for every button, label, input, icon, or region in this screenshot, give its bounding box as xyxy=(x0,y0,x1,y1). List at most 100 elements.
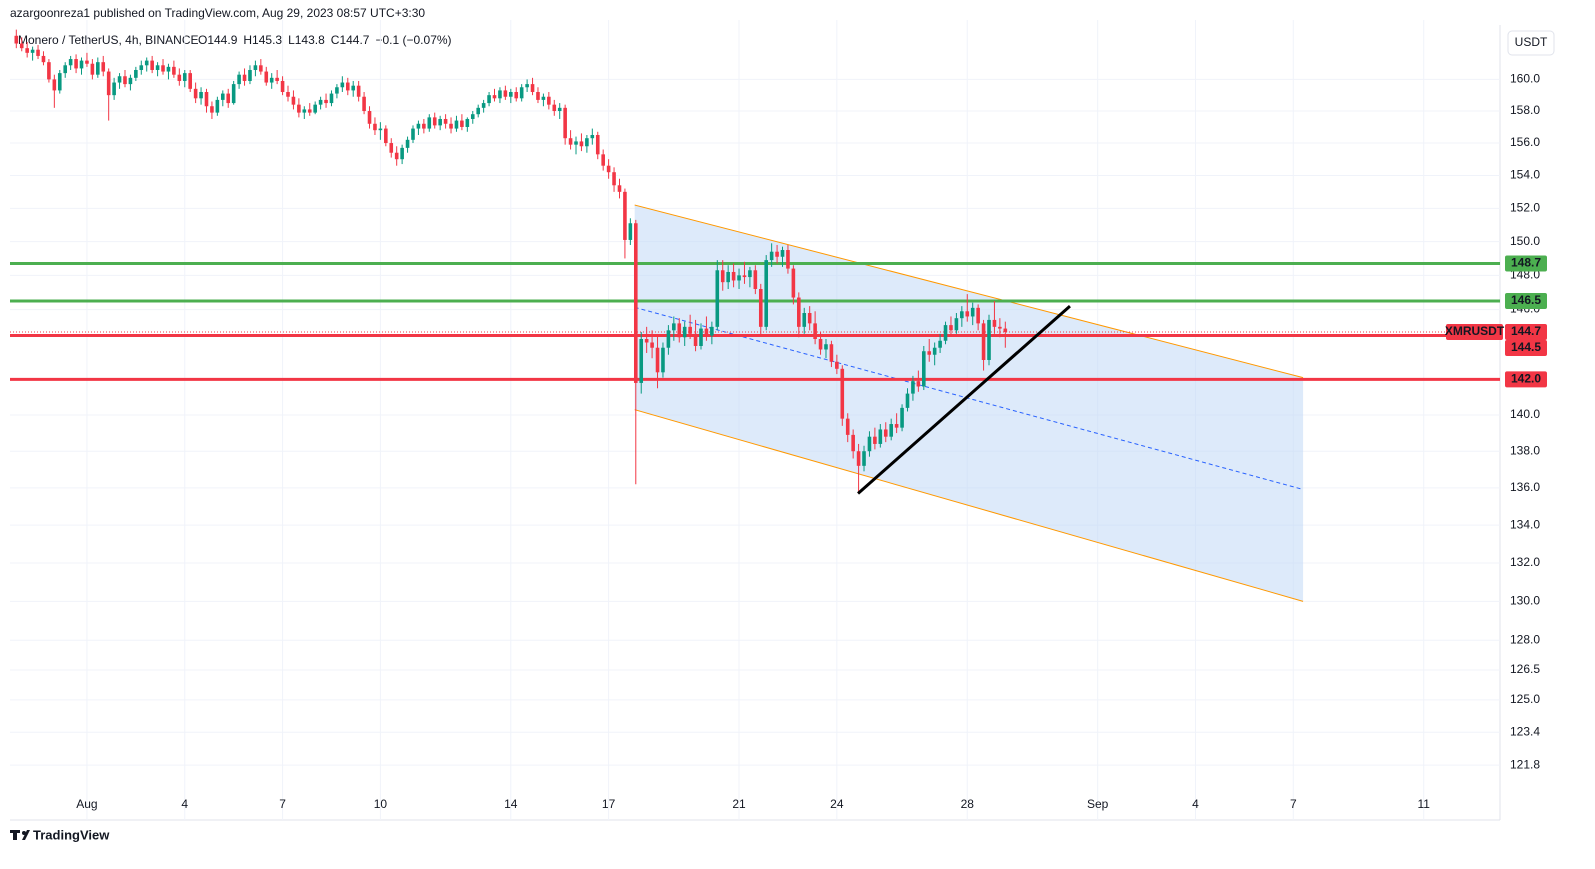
candle-body xyxy=(541,96,546,100)
candle-body xyxy=(639,339,644,383)
level-label: 142.0 xyxy=(1511,372,1541,386)
candle-body xyxy=(237,74,241,85)
candle-body xyxy=(791,268,796,298)
y-tick-label: 156.0 xyxy=(1510,135,1540,149)
channel-fill xyxy=(634,205,1304,602)
candle-body xyxy=(905,393,910,408)
candle-body xyxy=(1003,328,1008,333)
ohlc-value: L143.8 xyxy=(288,33,325,47)
candle-body xyxy=(210,106,214,113)
candle-body xyxy=(128,77,133,85)
x-tick-label: 11 xyxy=(1417,797,1430,811)
candle-body xyxy=(769,251,774,261)
candle-body xyxy=(911,381,915,394)
candle-body xyxy=(503,90,508,97)
candle-body xyxy=(813,323,817,340)
candle-body xyxy=(297,104,301,113)
y-tick-label: 136.0 xyxy=(1510,480,1540,494)
ohlc-value: H145.3 xyxy=(243,33,282,47)
candle-body xyxy=(666,330,671,348)
last-price-label-box xyxy=(1505,324,1547,341)
candle-body xyxy=(606,165,611,173)
currency-button[interactable] xyxy=(1507,30,1555,56)
candle-body xyxy=(345,82,350,91)
candle-body xyxy=(883,429,888,437)
candle-body xyxy=(753,270,758,289)
y-tick-label: 130.0 xyxy=(1510,594,1540,608)
x-tick-label: 7 xyxy=(279,797,286,811)
candle-body xyxy=(248,69,252,81)
candle-body xyxy=(873,436,877,444)
candle-body xyxy=(492,95,497,99)
candle-body xyxy=(720,270,725,283)
candle-body xyxy=(30,49,35,53)
symbol-title: Monero / TetherUS, 4h, BINANCE xyxy=(18,33,199,47)
candle-body xyxy=(758,288,763,327)
candle-body xyxy=(68,59,73,66)
candle-body xyxy=(14,35,19,44)
candle-body xyxy=(677,323,682,338)
candle-body xyxy=(182,73,187,81)
candle-body xyxy=(992,319,997,327)
last-price-label: 144.7 xyxy=(1511,324,1541,338)
candle-body xyxy=(780,250,785,257)
candle-body xyxy=(737,275,741,281)
candle-body xyxy=(106,71,111,96)
candle-body xyxy=(835,361,839,369)
candle-body xyxy=(960,311,964,319)
brand-name: TradingView xyxy=(33,827,110,842)
candle-body xyxy=(628,223,633,240)
level-label-box xyxy=(1505,371,1547,388)
candle-body xyxy=(536,91,540,100)
candle-body xyxy=(650,342,654,348)
candle-body xyxy=(840,368,845,419)
candle-body xyxy=(460,120,464,127)
candle-body xyxy=(172,66,176,75)
x-tick-label: Sep xyxy=(1087,797,1109,811)
candle-body xyxy=(356,85,361,97)
currency-label[interactable]: USDT xyxy=(1515,35,1548,49)
candle-body xyxy=(965,311,970,317)
candle-body xyxy=(373,123,377,131)
candle-body xyxy=(552,104,557,112)
candle-body xyxy=(878,429,883,444)
candle-body xyxy=(601,154,605,166)
candle-body xyxy=(318,99,323,105)
candle-body xyxy=(519,87,524,99)
ohlc-legend: O144.9 H145.3 L143.8 C144.7 −0.1 (−0.07%) xyxy=(198,33,452,47)
candle-body xyxy=(384,128,388,144)
candle-body xyxy=(547,96,551,105)
candle-body xyxy=(655,347,660,373)
candle-body xyxy=(731,271,736,281)
y-tick-label: 132.0 xyxy=(1510,555,1540,569)
candle-body xyxy=(487,95,491,104)
candle-body xyxy=(362,96,366,112)
candle-body xyxy=(797,297,801,327)
candle-body xyxy=(894,424,899,428)
y-tick-label: 140.0 xyxy=(1510,407,1540,421)
y-tick-label: 128.0 xyxy=(1510,632,1540,646)
candle-body xyxy=(231,84,236,104)
candle-body xyxy=(802,313,807,327)
channel-mid xyxy=(634,306,1304,490)
candle-body xyxy=(644,339,649,343)
candle-body xyxy=(530,84,535,92)
candle-body xyxy=(79,60,84,69)
candle-body xyxy=(291,96,296,105)
candle-body xyxy=(693,333,698,346)
candle-body xyxy=(41,55,46,63)
candle-body xyxy=(25,48,29,53)
candle-body xyxy=(134,69,138,78)
symbol-label-box xyxy=(1446,324,1503,341)
candle-body xyxy=(242,74,247,81)
x-tick-label: 10 xyxy=(374,797,388,811)
candle-body xyxy=(416,123,421,129)
candle-body xyxy=(253,65,258,70)
candle-body xyxy=(193,88,198,99)
candle-body xyxy=(204,91,209,107)
x-tick-label: 4 xyxy=(181,797,188,811)
y-tick-label: 134.0 xyxy=(1510,517,1540,531)
channel-upper xyxy=(634,204,1304,379)
candle-body xyxy=(916,381,921,387)
